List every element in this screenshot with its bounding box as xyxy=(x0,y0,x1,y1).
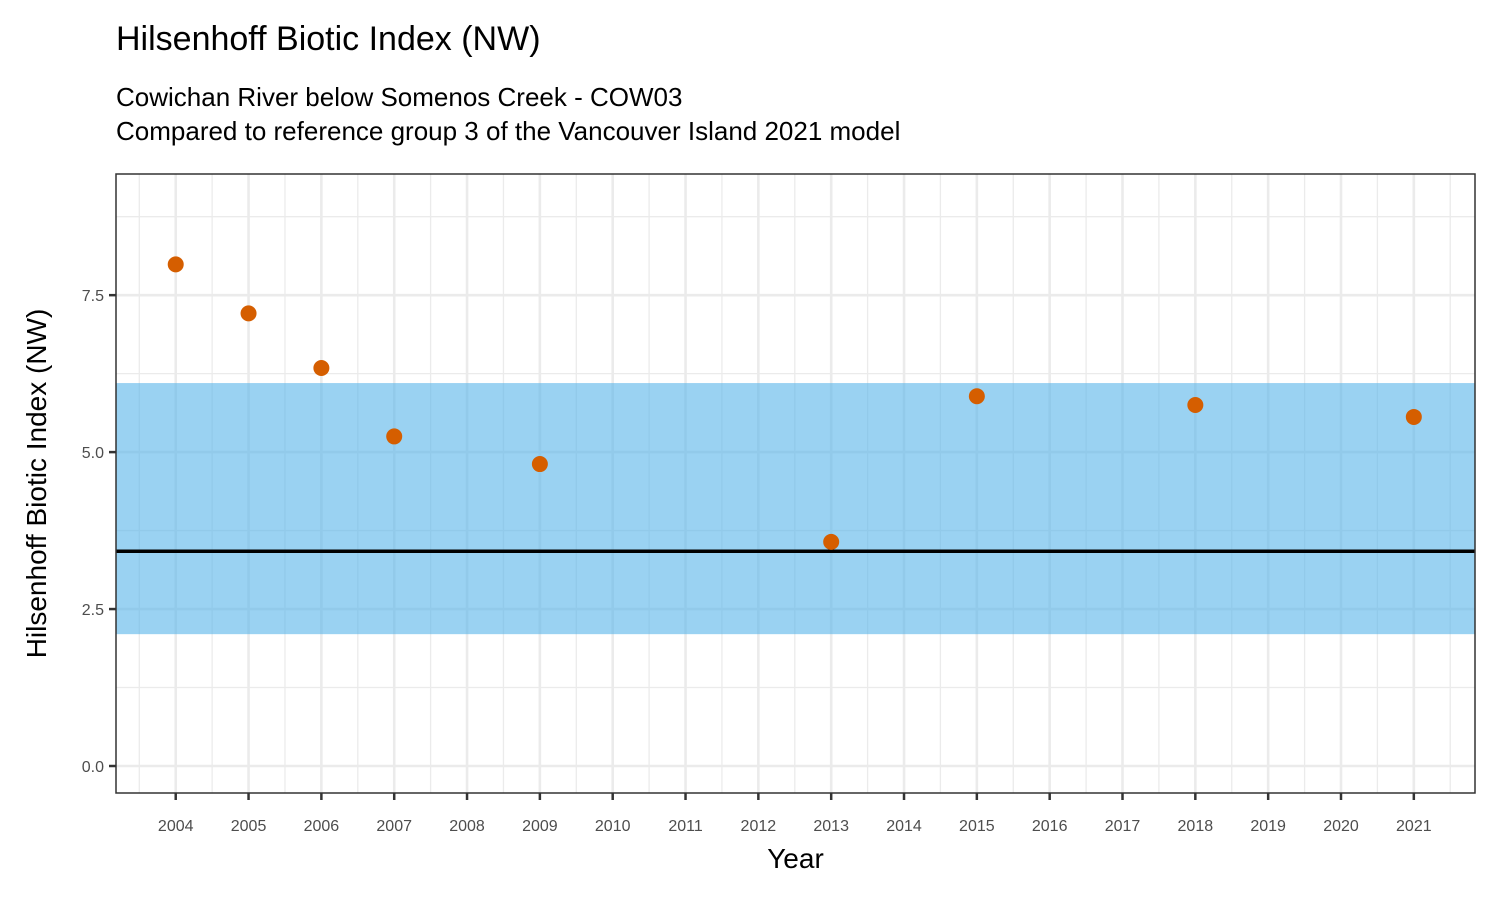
data-point-2009 xyxy=(531,456,548,473)
data-point-2015 xyxy=(968,388,985,405)
data-point-2013 xyxy=(823,533,840,550)
plot-border xyxy=(115,173,1476,794)
x-tick-label: 2009 xyxy=(522,818,558,835)
x-tick-label: 2012 xyxy=(741,818,777,835)
x-tick-label: 2013 xyxy=(813,818,849,835)
x-tick-label: 2015 xyxy=(959,818,995,835)
x-tick-label: 2019 xyxy=(1250,818,1286,835)
x-tick-label: 2016 xyxy=(1032,818,1068,835)
y-tick-label: 5.0 xyxy=(82,445,104,462)
x-tick-label: 2005 xyxy=(231,818,267,835)
chart-title: Hilsenhoff Biotic Index (NW) xyxy=(116,20,541,58)
x-tick-label: 2014 xyxy=(886,818,922,835)
x-axis-label: Year xyxy=(767,843,824,874)
data-point-2007 xyxy=(386,428,403,445)
x-tick-label: 2018 xyxy=(1178,818,1214,835)
data-point-2018 xyxy=(1187,397,1204,414)
y-tick-label: 2.5 xyxy=(82,602,104,619)
x-tick-label: 2021 xyxy=(1396,818,1432,835)
data-point-2005 xyxy=(240,305,257,322)
chart-subtitle-1: Cowichan River below Somenos Creek - COW… xyxy=(116,82,683,112)
reference-band xyxy=(116,383,1475,635)
data-point-2021 xyxy=(1405,408,1422,425)
x-tick-label: 2006 xyxy=(304,818,340,835)
x-tick-label: 2004 xyxy=(158,818,194,835)
x-tick-label: 2010 xyxy=(595,818,631,835)
x-tick-label: 2011 xyxy=(668,818,703,835)
y-tick-label: 0.0 xyxy=(82,759,104,776)
x-tick-label: 2008 xyxy=(449,818,485,835)
x-tick-label: 2007 xyxy=(376,818,412,835)
x-tick-label: 2017 xyxy=(1105,818,1141,835)
data-point-2004 xyxy=(167,256,184,273)
data-point-2006 xyxy=(313,359,330,376)
y-tick-label: 7.5 xyxy=(82,288,104,305)
chart-subtitle-2: Compared to reference group 3 of the Van… xyxy=(116,116,901,146)
x-tick-label: 2020 xyxy=(1323,818,1359,835)
y-axis-label: Hilsenhoff Biotic Index (NW) xyxy=(21,309,52,659)
